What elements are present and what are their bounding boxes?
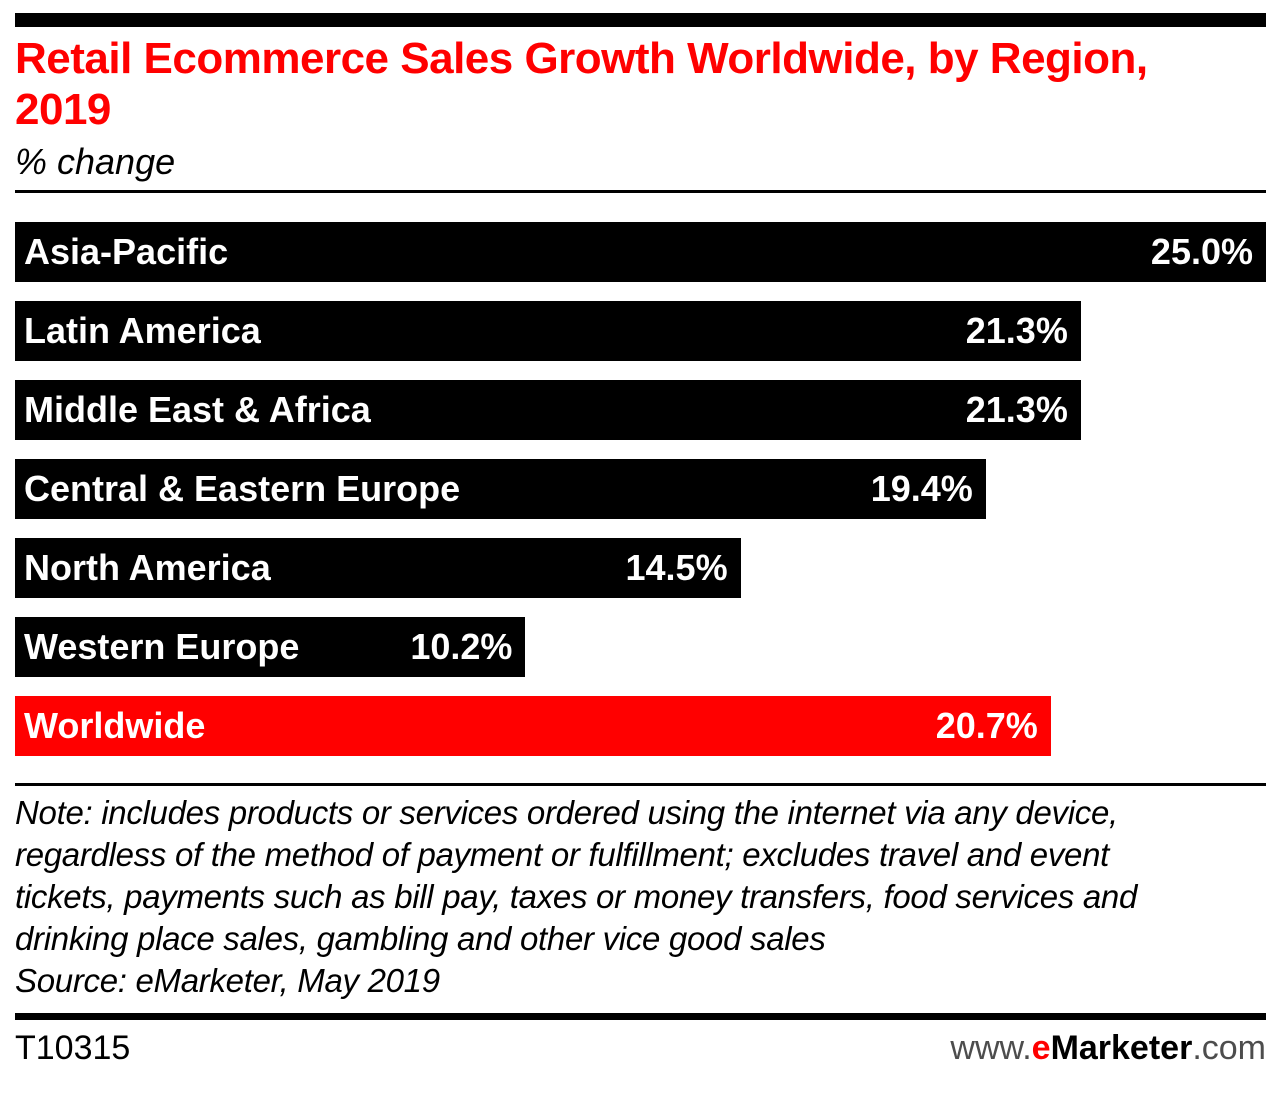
chart-subtitle: % change (15, 141, 176, 182)
bar-label: Central & Eastern Europe (24, 468, 461, 509)
bar-row: Central & Eastern Europe 19.4% (15, 459, 986, 519)
chart-footer: T10315 www.eMarketer.com (15, 1026, 1266, 1070)
bar-value: 14.5% (625, 547, 728, 588)
chart-source: Source: eMarketer, May 2019 (15, 962, 440, 999)
chart-id: T10315 (15, 1029, 131, 1067)
bar-label: Worldwide (24, 705, 206, 746)
bar-value: 21.3% (965, 310, 1068, 351)
logo-e: e (1031, 1029, 1051, 1067)
bottom-accent-bar (15, 1013, 1266, 1020)
note-divider (15, 783, 1266, 786)
top-accent-bar (15, 13, 1266, 27)
logo-www: www. (950, 1029, 1032, 1067)
bar-row: Latin America 21.3% (15, 301, 1081, 361)
bar-label: Western Europe (24, 626, 300, 667)
emarketer-logo: www.eMarketer.com (950, 1026, 1266, 1070)
bar-chart: Asia-Pacific 25.0% Latin America 21.3% Middl… (15, 222, 1266, 756)
chart-note: Note: includes products or services orde… (15, 794, 1138, 957)
logo-com: .com (1192, 1029, 1266, 1067)
bar-value: 19.4% (870, 468, 973, 509)
bar-label: Asia-Pacific (24, 231, 229, 272)
header-divider (15, 190, 1266, 193)
bar-label: Latin America (24, 310, 261, 351)
bar-value: 25.0% (1150, 231, 1253, 272)
logo-brand: Marketer (1050, 1029, 1193, 1067)
bar-label: Middle East & Africa (24, 389, 371, 430)
bar-row: Middle East & Africa 21.3% (15, 380, 1081, 440)
bar-row: Western Europe 10.2% (15, 617, 526, 677)
bar-value: 21.3% (965, 389, 1068, 430)
bar-row: Worldwide 20.7% (15, 696, 1051, 756)
bar-row: North America 14.5% (15, 538, 741, 598)
chart-panel: Retail Ecommerce Sales Growth Worldwide,… (0, 13, 1280, 1070)
bar-label: North America (24, 547, 271, 588)
chart-title: Retail Ecommerce Sales Growth Worldwide,… (15, 34, 1148, 134)
bar-row: Asia-Pacific 25.0% (15, 222, 1266, 282)
bar-value: 10.2% (410, 626, 513, 667)
bar-value: 20.7% (935, 705, 1038, 746)
